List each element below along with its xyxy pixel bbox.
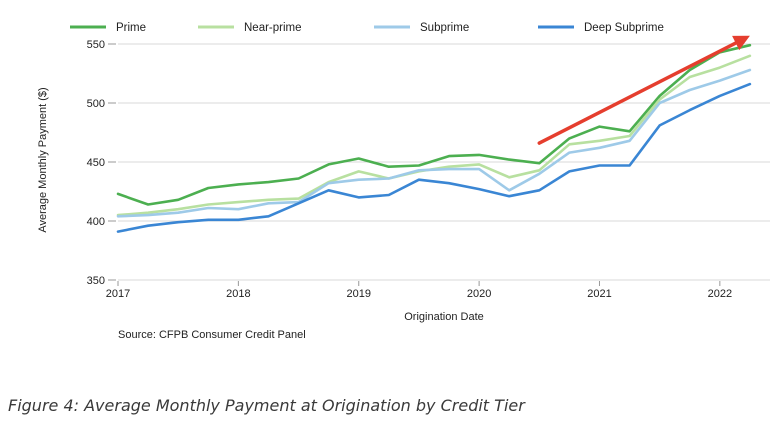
line-chart: Prime Near-prime Subprime Deep Subprime 350…: [37, 22, 770, 341]
gridlines: [118, 43, 770, 281]
y-tick-label: 450: [87, 157, 105, 169]
legend-label-deep-subprime: Deep Subprime: [584, 22, 664, 34]
source-note: Source: CFPB Consumer Credit Panel: [118, 329, 306, 341]
x-tick-label: 2021: [587, 288, 611, 300]
x-axis: 2017 2018 2019 2020 2021 2022: [106, 281, 732, 300]
legend-label-subprime: Subprime: [420, 22, 469, 34]
arrow-shaft: [537, 41, 738, 145]
legend: Prime Near-prime Subprime Deep Subprime: [70, 22, 664, 34]
y-axis-title: Average Monthly Payment ($): [37, 87, 49, 232]
y-tick-label: 350: [87, 275, 105, 287]
x-tick-label: 2020: [467, 288, 491, 300]
x-tick-label: 2022: [708, 288, 732, 300]
figure-caption: Figure 4: Average Monthly Payment at Ori…: [8, 396, 525, 415]
x-tick-label: 2019: [346, 288, 370, 300]
series-line-prime: [116, 43, 752, 206]
y-tick-label: 550: [87, 39, 105, 51]
series-line-subprime: [116, 68, 752, 218]
x-axis-title: Origination Date: [404, 311, 484, 323]
arrow-head: [732, 35, 750, 51]
legend-label-prime: Prime: [116, 22, 146, 34]
x-tick-label: 2017: [106, 288, 130, 300]
y-tick-label: 500: [87, 98, 105, 110]
series-line-deep-subprime: [116, 82, 752, 233]
y-axis: 350 400 450 500 550: [87, 39, 116, 287]
x-tick-label: 2018: [226, 288, 250, 300]
y-tick-label: 400: [87, 216, 105, 228]
legend-label-near-prime: Near-prime: [244, 22, 302, 34]
trend-arrow: [537, 35, 750, 145]
series-line-near-prime: [116, 54, 752, 217]
series-lines: [116, 43, 752, 233]
